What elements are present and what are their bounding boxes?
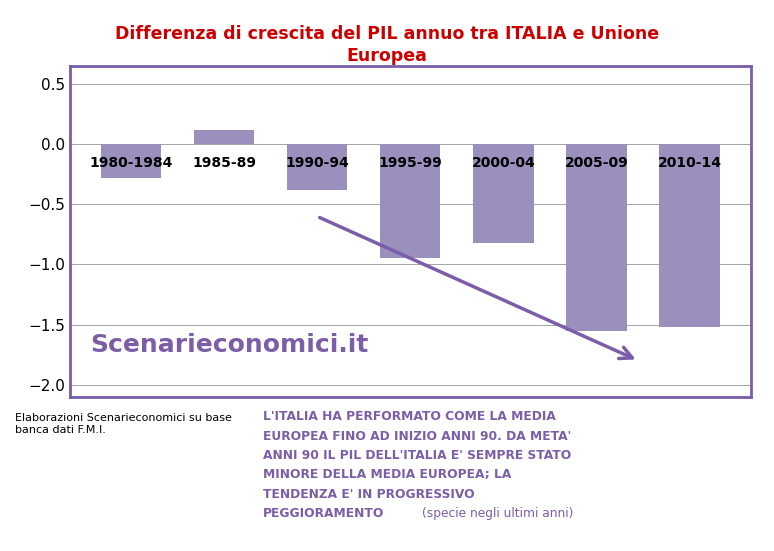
Text: 1985-89: 1985-89: [192, 156, 256, 170]
Bar: [101, 144, 161, 178]
Text: (specie negli ultimi anni): (specie negli ultimi anni): [422, 507, 574, 520]
Text: Europea: Europea: [347, 47, 427, 65]
Bar: [380, 144, 440, 258]
Text: MINORE DELLA MEDIA EUROPEA; LA: MINORE DELLA MEDIA EUROPEA; LA: [263, 468, 512, 482]
Text: 2005-09: 2005-09: [564, 156, 628, 170]
Text: Differenza di crescita del PIL annuo tra ITALIA e Unione: Differenza di crescita del PIL annuo tra…: [115, 25, 659, 43]
Text: Elaborazioni Scenarieconomici su base
banca dati F.M.I.: Elaborazioni Scenarieconomici su base ba…: [15, 413, 232, 435]
Text: 2000-04: 2000-04: [471, 156, 535, 170]
Text: L'ITALIA HA PERFORMATO COME LA MEDIA: L'ITALIA HA PERFORMATO COME LA MEDIA: [263, 410, 556, 424]
Text: 2010-14: 2010-14: [658, 156, 721, 170]
Bar: [287, 144, 348, 190]
Text: Scenarieconomici.it: Scenarieconomici.it: [90, 333, 368, 357]
Text: TENDENZA E' IN PROGRESSIVO: TENDENZA E' IN PROGRESSIVO: [263, 488, 474, 501]
Text: PEGGIORAMENTO: PEGGIORAMENTO: [263, 507, 385, 520]
Text: 1980-1984: 1980-1984: [89, 156, 173, 170]
Bar: [659, 144, 720, 327]
Text: EUROPEA FINO AD INIZIO ANNI 90. DA META': EUROPEA FINO AD INIZIO ANNI 90. DA META': [263, 430, 571, 443]
Text: ANNI 90 IL PIL DELL'ITALIA E' SEMPRE STATO: ANNI 90 IL PIL DELL'ITALIA E' SEMPRE STA…: [263, 449, 571, 462]
Text: 1990-94: 1990-94: [286, 156, 349, 170]
Text: 1995-99: 1995-99: [378, 156, 442, 170]
Bar: [567, 144, 627, 331]
Bar: [194, 130, 254, 144]
Bar: [473, 144, 533, 243]
